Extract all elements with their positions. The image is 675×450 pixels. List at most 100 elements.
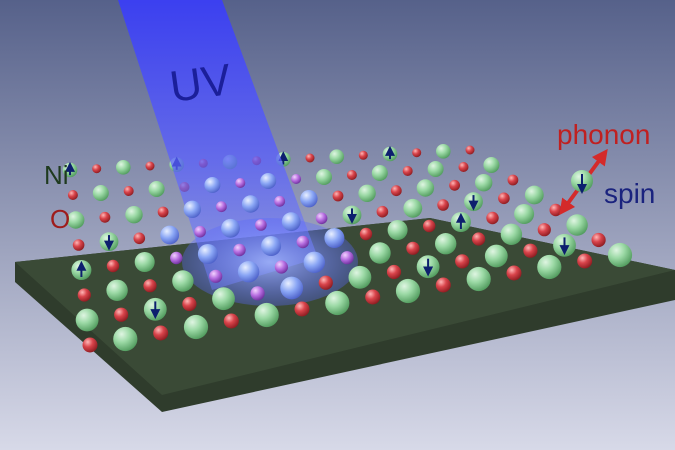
ni-atom — [371, 165, 388, 181]
ni-atom — [92, 185, 109, 201]
ni-atom — [382, 145, 398, 162]
ni-atom — [62, 161, 78, 178]
ni-atom — [566, 214, 588, 236]
ni-atom — [143, 297, 167, 321]
o-atom — [455, 254, 470, 269]
ni-atom — [260, 173, 277, 189]
ni-atom — [221, 218, 240, 238]
o-atom — [123, 186, 134, 196]
ni-atom — [212, 287, 235, 311]
o-atom — [423, 219, 436, 233]
ni-atom — [197, 244, 218, 264]
ni-atom — [416, 255, 440, 279]
ni-atom — [450, 212, 471, 232]
o-atom — [498, 192, 510, 205]
ni-atom — [325, 290, 350, 316]
atom-lattice-front — [67, 173, 633, 353]
o-atom — [233, 243, 246, 257]
ni-atom — [435, 233, 457, 255]
ni-atom — [436, 144, 451, 159]
ni-atom — [241, 195, 260, 213]
o-atom — [507, 174, 519, 186]
ni-atom — [475, 174, 493, 192]
ni-atom — [300, 190, 318, 208]
o-atom — [523, 243, 538, 258]
o-atom — [435, 277, 451, 293]
ni-atom — [464, 192, 483, 212]
ni-atom — [125, 206, 143, 224]
o-atom — [145, 161, 155, 171]
o-atom — [99, 211, 111, 223]
o-atom — [92, 164, 102, 174]
o-atom — [106, 259, 120, 273]
ni-atom — [387, 220, 408, 240]
ni-atom — [134, 252, 155, 272]
o-atom — [67, 190, 78, 200]
ni-atom — [204, 177, 221, 193]
ni-atom — [369, 242, 391, 264]
o-atom — [170, 251, 183, 265]
uv-excitation-spot — [182, 218, 358, 306]
ni-atom — [281, 212, 301, 232]
ni-atom — [261, 236, 282, 256]
o-atom — [315, 212, 328, 225]
ni-atom — [99, 232, 119, 252]
ni-atom — [403, 198, 423, 218]
o-atom — [412, 148, 422, 158]
o-atom — [506, 265, 522, 281]
ni-atom — [183, 314, 209, 340]
o-atom — [318, 275, 333, 290]
ni-atom — [172, 270, 194, 292]
o-atom — [77, 288, 91, 302]
o-atom — [209, 269, 223, 283]
uv-beam — [118, 0, 318, 290]
ni-atom — [75, 308, 99, 332]
ni-atom — [237, 261, 260, 283]
ni-atom — [160, 225, 180, 245]
o-atom — [332, 190, 344, 202]
o-label: O — [50, 204, 71, 234]
ni-atom — [484, 244, 508, 268]
ni-atom — [427, 161, 444, 177]
ni-atom — [280, 276, 304, 300]
ni-atom — [106, 279, 128, 301]
ni-atom — [254, 302, 279, 328]
o-atom — [153, 325, 169, 341]
o-atom — [194, 225, 206, 238]
o-atom — [82, 337, 98, 353]
o-atom — [72, 239, 85, 251]
o-atom — [255, 219, 267, 231]
ni-atom — [483, 157, 500, 173]
o-atom — [133, 232, 146, 245]
o-atom — [486, 211, 499, 225]
ni-atom — [607, 242, 633, 268]
o-atom — [114, 307, 129, 322]
uv-label: UV — [166, 54, 235, 113]
ni-atom — [183, 200, 201, 218]
o-atom — [390, 185, 402, 197]
ni-atom — [524, 185, 544, 205]
o-atom — [465, 145, 475, 155]
ni-atom — [416, 179, 435, 197]
ni-atom — [553, 233, 576, 257]
o-atom — [402, 166, 413, 176]
ni-atom — [395, 278, 421, 304]
ni-atom — [537, 254, 562, 280]
ni-atom — [303, 251, 325, 273]
o-atom — [406, 241, 420, 255]
ni-atom — [71, 260, 92, 280]
o-atom — [359, 227, 373, 241]
o-atom — [591, 232, 606, 248]
legend-spin-atom — [571, 170, 593, 194]
o-atom — [291, 174, 302, 184]
ni-atom — [500, 223, 523, 245]
o-atom — [250, 286, 265, 301]
o-atom — [376, 205, 389, 218]
ni-atom — [329, 149, 345, 164]
spin-label: spin — [604, 178, 656, 209]
o-atom — [458, 162, 469, 172]
o-atom — [386, 264, 402, 280]
o-atom — [223, 313, 239, 329]
